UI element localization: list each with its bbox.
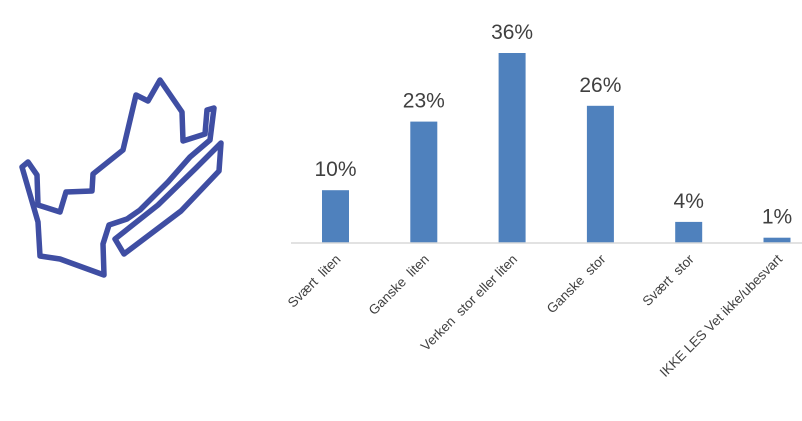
- bars-group: [322, 53, 791, 243]
- data-label-5: 1%: [762, 206, 792, 229]
- data-label-4: 4%: [674, 190, 704, 213]
- bar-2: [498, 53, 526, 243]
- data-label-2: 36%: [491, 21, 533, 44]
- bar-1: [410, 121, 438, 243]
- data-labels-group: 10% 23% 36% 26% 4% 1%: [314, 21, 792, 229]
- bar-chart-plot: 10% 23% 36% 26% 4% 1% Svært liten Ganske liten…: [285, 21, 802, 380]
- x-tick-label-2: Verken stor eller liten: [418, 252, 520, 354]
- data-label-0: 10%: [314, 158, 356, 181]
- x-tick-label-3: Ganske stor: [544, 251, 609, 316]
- x-tick-label-0: Svært liten: [285, 252, 344, 311]
- bar-4: [675, 221, 703, 243]
- bar-0: [322, 190, 349, 243]
- x-tick-label-1: Ganske liten: [366, 252, 432, 318]
- x-tick-label-4: Svært stor: [640, 251, 698, 309]
- bar-3: [586, 105, 614, 243]
- data-label-3: 26%: [579, 74, 621, 97]
- bar-5: [763, 237, 791, 243]
- data-label-1: 23%: [403, 90, 445, 113]
- norway-map-outline-icon: [19, 77, 224, 278]
